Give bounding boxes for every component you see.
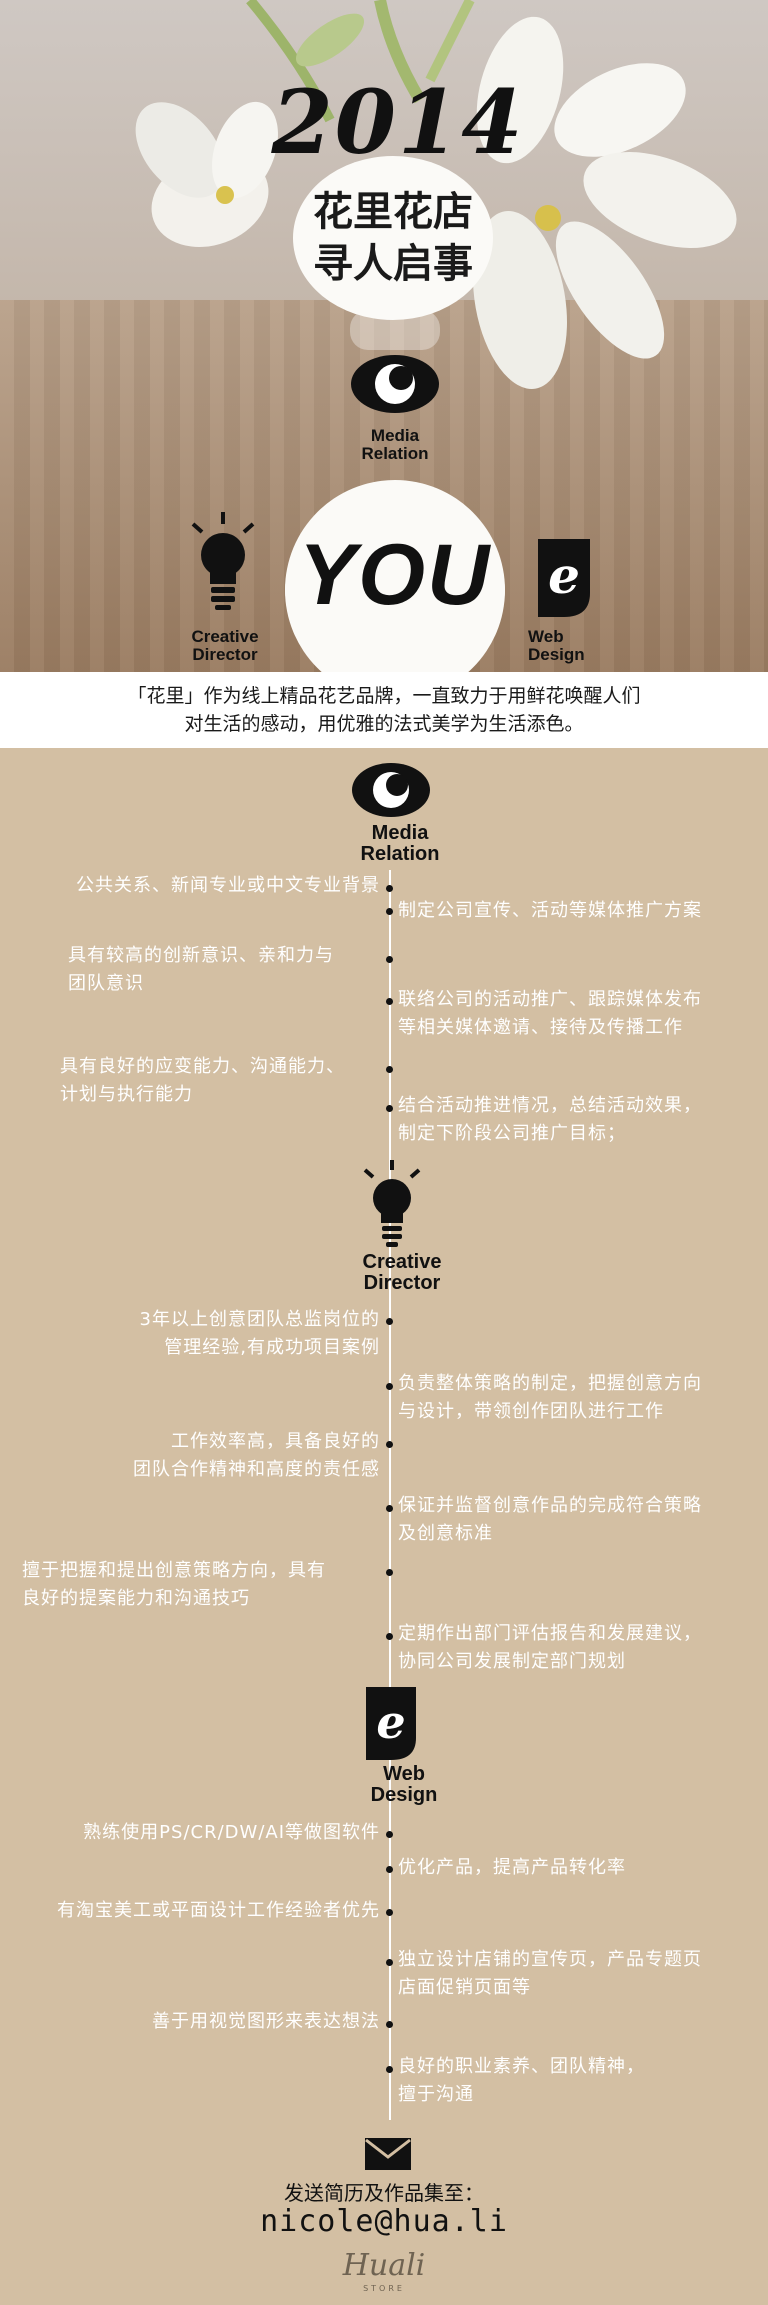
label-line: Relation [360,843,440,865]
label-line: Creative [362,1251,442,1273]
timeline-line [389,870,391,2120]
duty-item: 优化产品，提高产品转化率 [398,1857,626,1878]
intro-text: 「花里」作为线上精品花艺品牌，一直致力于用鲜花唤醒人们 对生活的感动，用优雅的法… [0,672,768,748]
timeline-dot [386,885,393,892]
title-line: 花里花店 [313,188,473,235]
lightbulb-icon [363,1160,421,1247]
duty-item: 制定公司宣传、活动等媒体推广方案 [398,900,702,921]
section-title-web: Web Design [304,1764,504,1806]
duty-item: 独立设计店铺的宣传页，产品专题页 店面促销页面等 [398,1949,702,1998]
timeline-dot [386,1066,393,1073]
envelope-icon [365,2138,411,2170]
eye-icon [351,355,439,413]
letter-e-icon: e [366,1687,416,1760]
title-line: 寻人启事 [313,240,473,287]
timeline-dot [386,1959,393,1966]
timeline-dot [386,1441,393,1448]
timeline-dot [386,1505,393,1512]
label-line: Design [528,645,585,664]
requirement-item: 擅于把握和提出创意策略方向，具有 良好的提案能力和沟通技巧 [22,1560,326,1609]
label-line: Design [370,1784,438,1806]
requirement-item: 3年以上创意团队总监岗位的 管理经验,有成功项目案例 [139,1309,380,1358]
web-design-label: Web Design [528,628,618,664]
timeline-dot [386,1633,393,1640]
label-line: Media [371,822,429,844]
timeline-dot [386,998,393,1005]
timeline-dot [386,1105,393,1112]
requirement-item: 具有较高的创新意识、亲和力与 团队意识 [68,945,334,994]
intro-line: 对生活的感动，用优雅的法式美学为生活添色。 [184,713,584,735]
timeline-dot [386,2066,393,2073]
duty-item: 负责整体策略的制定，把握创意方向 与设计，带领创作团队进行工作 [398,1373,702,1422]
requirement-item: 具有良好的应变能力、沟通能力、 计划与执行能力 [60,1056,345,1105]
creative-director-label: Creative Director [175,628,275,664]
svg-text:e: e [376,1695,405,1749]
hero-banner: 2014 花里花店 寻人启事 Media Relation Creati [0,0,768,672]
label-line: Web [528,627,564,646]
duty-item: 联络公司的活动推广、跟踪媒体发布 等相关媒体邀请、接待及传播工作 [398,989,702,1038]
huali-logo: Huali [342,2248,426,2283]
you-text: YOU [298,526,492,623]
title-circle: 花里花店 寻人启事 [293,156,493,320]
requirement-item: 有淘宝美工或平面设计工作经验者优先 [57,1900,380,1921]
timeline-dot [386,1866,393,1873]
intro-line: 「花里」作为线上精品花艺品牌，一直致力于用鲜花唤醒人们 [127,685,641,707]
timeline-dot [386,956,393,963]
label-line: Web [383,1763,425,1785]
you-circle: YOU [285,480,505,672]
contact-email[interactable]: nicole@hua.li [260,2204,508,2239]
label-line: Creative [191,627,259,646]
send-resume-text: 发送简历及作品集至： [284,2181,484,2205]
timeline-dot [386,1383,393,1390]
timeline-dot [386,1909,393,1916]
lightbulb-icon [191,512,255,610]
duty-item: 结合活动推进情况，总结活动效果， 制定下阶段公司推广目标； [398,1095,702,1144]
timeline-dot [386,908,393,915]
timeline-dot [386,1569,393,1576]
letter-e-icon: e [538,539,590,617]
timeline-dot [386,2021,393,2028]
svg-text:e: e [548,546,580,605]
label-line: Media [370,426,420,445]
label-line: Director [363,1272,441,1294]
requirement-item: 公共关系、新闻专业或中文专业背景 [76,875,380,896]
duty-item: 保证并监督创意作品的完成符合策略 及创意标准 [398,1495,702,1544]
timeline-dot [386,1318,393,1325]
media-relation-label: Media Relation [345,427,445,463]
requirement-item: 熟练使用PS/CR/DW/AI等做图软件 [83,1822,380,1843]
logo-subtext: STORE [363,2284,405,2293]
requirement-item: 工作效率高，具备良好的 团队合作精神和高度的责任感 [133,1431,380,1480]
label-line: Director [192,645,258,664]
section-title-media: Media Relation [300,823,500,865]
timeline-dot [386,1831,393,1838]
section-title-creative: Creative Director [302,1252,502,1294]
duty-item: 定期作出部门评估报告和发展建议， 协同公司发展制定部门规划 [398,1623,702,1672]
duty-item: 良好的职业素养、团队精神， 擅于沟通 [398,2056,645,2105]
eye-icon [352,763,430,817]
requirement-item: 善于用视觉图形来表达想法 [152,2011,380,2032]
label-line: Relation [361,444,429,463]
